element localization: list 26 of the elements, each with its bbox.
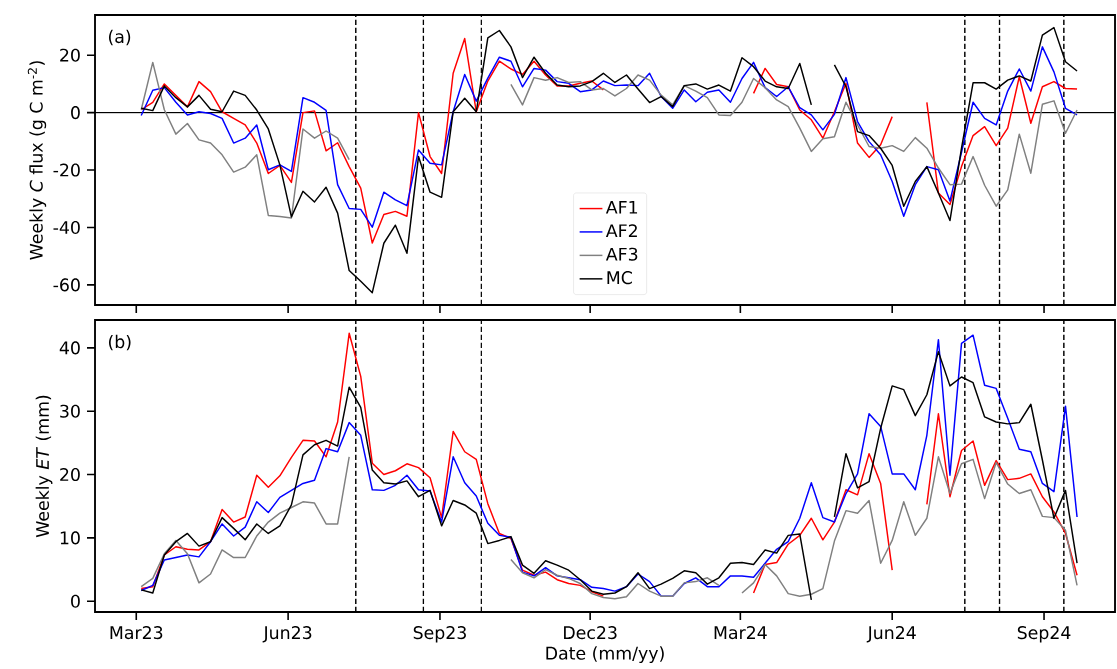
legend-label: AF1	[605, 200, 638, 214]
y-axis-title: Weekly ET (mm)	[35, 395, 53, 538]
x-axis-title: Date (mm/yy)	[546, 646, 664, 664]
y-tick-label: 10	[60, 531, 80, 545]
x-tick-label: Dec23	[564, 626, 617, 640]
y-tick-label: -20	[53, 163, 80, 177]
y-tick-label: 0	[71, 106, 80, 120]
annotation: (a)	[108, 29, 131, 46]
x-tick-label: Sep23	[413, 626, 466, 643]
y-axis-title: Weekly C flux (g C m$^{-2}$)	[27, 61, 47, 260]
y-tick-label: 40	[59, 341, 80, 355]
y-tick-label: 20	[60, 468, 80, 482]
x-tick-label: Sep24	[1017, 626, 1071, 643]
y-tick-label: -60	[53, 278, 80, 292]
x-tick-label: Jun24	[866, 626, 916, 643]
x-tick-label: Mar23	[110, 626, 163, 640]
legend-label: MC	[607, 271, 632, 285]
y-tick-label: 0	[71, 594, 80, 608]
legend-label: AF2	[605, 224, 637, 238]
y-tick-label: -40	[53, 220, 80, 235]
annotation: (b)	[108, 334, 131, 351]
x-tick-label: Mar24	[714, 626, 767, 640]
legend-label: AF3	[605, 247, 638, 261]
y-tick-label: 30	[60, 404, 80, 418]
x-tick-label: Jun23	[262, 626, 312, 643]
y-tick-label: 20	[60, 48, 80, 62]
